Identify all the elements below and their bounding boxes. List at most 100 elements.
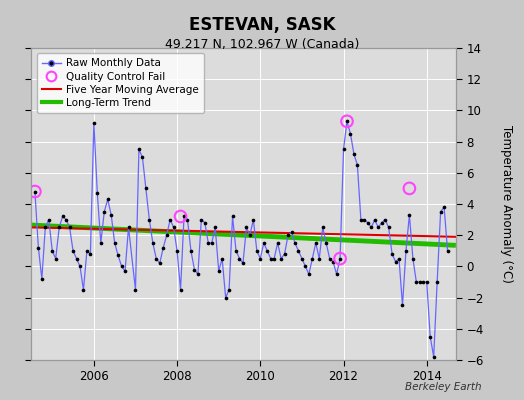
Point: [173, 248, 181, 254]
Point: [319, 224, 327, 230]
Point: [111, 240, 119, 246]
Point: [388, 251, 396, 257]
Point: [31, 188, 39, 195]
Point: [180, 213, 188, 220]
Point: [343, 118, 351, 124]
Point: [48, 248, 57, 254]
Point: [419, 279, 428, 285]
Point: [385, 224, 393, 230]
Point: [315, 255, 323, 262]
Point: [76, 263, 84, 270]
Point: [395, 255, 403, 262]
Point: [332, 271, 341, 278]
Point: [201, 220, 209, 226]
Point: [104, 196, 112, 202]
Point: [259, 240, 268, 246]
Point: [402, 248, 410, 254]
Point: [298, 255, 306, 262]
Point: [343, 118, 351, 124]
Point: [409, 255, 417, 262]
Point: [246, 232, 254, 238]
Point: [59, 213, 67, 220]
Point: [83, 248, 91, 254]
Point: [177, 286, 185, 293]
Point: [308, 255, 316, 262]
Point: [222, 294, 230, 301]
Legend: Raw Monthly Data, Quality Control Fail, Five Year Moving Average, Long-Term Tren: Raw Monthly Data, Quality Control Fail, …: [37, 53, 204, 113]
Point: [41, 224, 49, 230]
Point: [287, 229, 296, 235]
Point: [100, 209, 108, 215]
Point: [159, 244, 167, 251]
Point: [256, 255, 265, 262]
Point: [34, 244, 42, 251]
Point: [367, 224, 376, 230]
Point: [270, 255, 278, 262]
Point: [274, 240, 282, 246]
Point: [391, 258, 400, 265]
Point: [55, 224, 63, 230]
Point: [329, 258, 337, 265]
Point: [107, 212, 115, 218]
Point: [440, 204, 449, 210]
Point: [51, 255, 60, 262]
Point: [197, 216, 205, 223]
Point: [166, 216, 174, 223]
Text: Berkeley Earth: Berkeley Earth: [406, 382, 482, 392]
Point: [377, 220, 386, 226]
Point: [208, 240, 216, 246]
Point: [38, 276, 46, 282]
Point: [177, 213, 185, 220]
Point: [93, 190, 102, 196]
Point: [90, 120, 98, 126]
Point: [294, 248, 303, 254]
Point: [190, 266, 199, 273]
Point: [398, 302, 407, 309]
Point: [350, 151, 358, 157]
Point: [214, 268, 223, 274]
Point: [426, 334, 434, 340]
Point: [183, 216, 192, 223]
Point: [121, 268, 129, 274]
Point: [31, 188, 39, 195]
Point: [235, 255, 244, 262]
Point: [277, 255, 285, 262]
Point: [69, 248, 77, 254]
Point: [117, 263, 126, 270]
Point: [381, 216, 389, 223]
Point: [405, 212, 413, 218]
Point: [114, 252, 122, 259]
Point: [204, 240, 212, 246]
Point: [304, 271, 313, 278]
Y-axis label: Temperature Anomaly (°C): Temperature Anomaly (°C): [500, 125, 514, 283]
Point: [45, 216, 53, 223]
Point: [152, 255, 160, 262]
Point: [72, 255, 81, 262]
Point: [353, 162, 362, 168]
Point: [242, 224, 250, 230]
Point: [291, 240, 299, 246]
Point: [138, 154, 147, 160]
Point: [96, 240, 105, 246]
Point: [228, 213, 237, 220]
Point: [225, 286, 233, 293]
Point: [194, 271, 202, 278]
Point: [169, 224, 178, 230]
Point: [232, 248, 240, 254]
Point: [218, 255, 226, 262]
Point: [436, 209, 445, 215]
Text: 49.217 N, 102.967 W (Canada): 49.217 N, 102.967 W (Canada): [165, 38, 359, 51]
Point: [357, 216, 365, 223]
Point: [422, 279, 431, 285]
Point: [62, 216, 70, 223]
Point: [412, 279, 421, 285]
Point: [141, 185, 150, 192]
Point: [135, 146, 143, 152]
Point: [301, 263, 310, 270]
Point: [132, 286, 140, 293]
Point: [364, 220, 372, 226]
Point: [239, 260, 247, 266]
Point: [360, 216, 368, 223]
Point: [211, 224, 220, 230]
Point: [312, 240, 320, 246]
